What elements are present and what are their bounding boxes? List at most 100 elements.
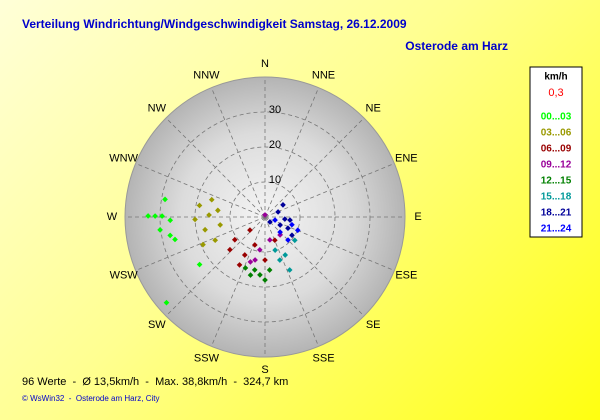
data-point: [172, 236, 178, 243]
data-point: [241, 252, 248, 258]
direction-label: SSW: [194, 352, 220, 364]
legend-box: [529, 66, 583, 238]
data-point: [215, 207, 221, 214]
spoke: [165, 216, 266, 317]
data-point: [276, 257, 283, 263]
data-point: [277, 229, 283, 235]
data-point: [277, 222, 283, 228]
grid-ring: [229, 181, 301, 253]
chart-subtitle: Osterode am Harz: [405, 39, 508, 53]
data-point: [272, 217, 278, 223]
data-point: [163, 299, 170, 306]
copyright: © WsWin32 - Osterode am Harz, City: [22, 394, 159, 403]
legend-label: 12...15: [541, 176, 572, 187]
spoke: [264, 87, 319, 218]
data-point: [256, 247, 263, 253]
data-point: [267, 219, 273, 225]
spoke: [211, 216, 266, 347]
data-point: [231, 236, 238, 243]
data-point: [280, 202, 286, 208]
legend-label: 15...18: [541, 192, 572, 203]
footer-stats: 96 Werte - Ø 13,5km/h - Max. 38,8km/h - …: [22, 376, 288, 388]
data-point: [262, 277, 268, 283]
data-point: [247, 227, 253, 233]
direction-label: W: [107, 211, 118, 223]
data-point: [275, 209, 281, 215]
legend-label: 21...24: [541, 224, 572, 235]
direction-label: NNW: [193, 70, 220, 82]
data-point: [247, 259, 254, 265]
direction-label: NNE: [312, 70, 335, 82]
direction-label: WNW: [109, 152, 138, 164]
direction-label: NW: [148, 103, 167, 115]
r-tick-label: 10: [269, 174, 281, 186]
data-point: [287, 217, 293, 223]
spoke: [264, 216, 395, 271]
direction-label: N: [261, 58, 269, 70]
data-point: [192, 216, 198, 223]
data-point: [262, 257, 268, 263]
data-point: [152, 213, 158, 219]
data-point: [247, 272, 254, 278]
data-point: [267, 237, 273, 243]
data-point: [289, 221, 295, 228]
direction-label: SSE: [313, 352, 335, 364]
data-point: [196, 261, 203, 268]
legend-label: 09...12: [541, 160, 572, 171]
direction-label: SW: [148, 319, 166, 331]
legend-title: km/h: [544, 72, 567, 83]
r-tick-label: 20: [269, 139, 281, 151]
data-point: [242, 265, 249, 271]
legend-label: 18...21: [541, 208, 572, 219]
spoke: [264, 117, 365, 218]
data-point: [294, 227, 301, 234]
data-point: [212, 237, 219, 244]
data-point: [167, 232, 174, 239]
data-point: [159, 213, 165, 219]
direction-label: NE: [366, 103, 381, 115]
data-point: [272, 237, 278, 244]
data-point: [145, 213, 151, 219]
data-point: [162, 196, 168, 203]
data-point: [236, 262, 243, 268]
data-point: [200, 241, 206, 248]
legend-label: 06...09: [541, 144, 572, 155]
direction-label: ENE: [395, 152, 418, 164]
chart-title: Verteilung Windrichtung/Windgeschwindigk…: [22, 17, 407, 31]
data-point: [266, 267, 273, 273]
data-point: [262, 212, 268, 218]
direction-label: S: [261, 364, 268, 376]
direction-label: WSW: [110, 269, 139, 281]
data-point: [196, 202, 203, 209]
direction-label: ESE: [395, 269, 417, 281]
data-point: [285, 237, 291, 243]
data-point: [291, 237, 298, 244]
grid-ring: [159, 111, 371, 323]
data-point: [251, 267, 258, 273]
legend-label: 03...06: [541, 128, 572, 139]
data-point: [227, 246, 233, 253]
data-point: [272, 247, 278, 253]
data-point: [157, 227, 163, 233]
data-point: [282, 252, 289, 258]
data-point: [208, 196, 215, 203]
data-point: [285, 225, 291, 232]
data-point: [167, 217, 174, 224]
legend-label: 00...03: [541, 112, 572, 123]
data-point: [289, 232, 295, 239]
data-point: [252, 257, 258, 263]
direction-label: SE: [366, 319, 381, 331]
data-point: [251, 242, 258, 248]
data-point: [282, 216, 288, 222]
legend-calm: 0,3: [548, 87, 563, 99]
data-point: [202, 226, 208, 233]
direction-label: E: [414, 211, 421, 223]
r-tick-label: 30: [269, 104, 281, 116]
spoke: [264, 163, 395, 218]
data-point: [286, 267, 293, 273]
data-point: [206, 212, 212, 218]
data-point: [257, 272, 263, 278]
data-point: [217, 222, 224, 228]
